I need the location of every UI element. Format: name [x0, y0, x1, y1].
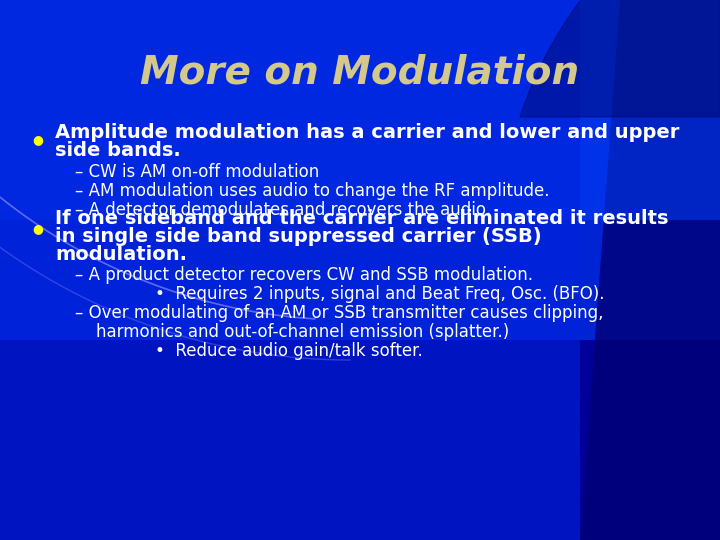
Text: – AM modulation uses audio to change the RF amplitude.: – AM modulation uses audio to change the… — [75, 182, 549, 200]
Bar — [0, 0, 580, 540]
Text: modulation.: modulation. — [55, 246, 187, 265]
Text: – A product detector recovers CW and SSB modulation.: – A product detector recovers CW and SSB… — [75, 266, 533, 284]
Text: ●: ● — [32, 222, 43, 235]
Text: – Over modulating of an AM or SSB transmitter causes clipping,: – Over modulating of an AM or SSB transm… — [75, 304, 603, 322]
Bar — [0, 0, 720, 220]
Text: If one sideband and the carrier are eliminated it results: If one sideband and the carrier are elim… — [55, 210, 668, 228]
Text: harmonics and out-of-channel emission (splatter.): harmonics and out-of-channel emission (s… — [75, 323, 509, 341]
Text: •  Requires 2 inputs, signal and Beat Freq, Osc. (BFO).: • Requires 2 inputs, signal and Beat Fre… — [155, 285, 605, 303]
Text: in single side band suppressed carrier (SSB): in single side band suppressed carrier (… — [55, 227, 541, 246]
Bar — [0, 0, 720, 340]
Text: side bands.: side bands. — [55, 141, 181, 160]
Text: Amplitude modulation has a carrier and lower and upper: Amplitude modulation has a carrier and l… — [55, 124, 680, 143]
Text: – A detector demodulates and recovers the audio.: – A detector demodulates and recovers th… — [75, 201, 491, 219]
Polygon shape — [580, 0, 720, 540]
Text: More on Modulation: More on Modulation — [140, 53, 580, 91]
Text: – CW is AM on-off modulation: – CW is AM on-off modulation — [75, 163, 319, 181]
Text: •  Reduce audio gain/talk softer.: • Reduce audio gain/talk softer. — [155, 342, 423, 360]
Text: ●: ● — [32, 133, 43, 146]
